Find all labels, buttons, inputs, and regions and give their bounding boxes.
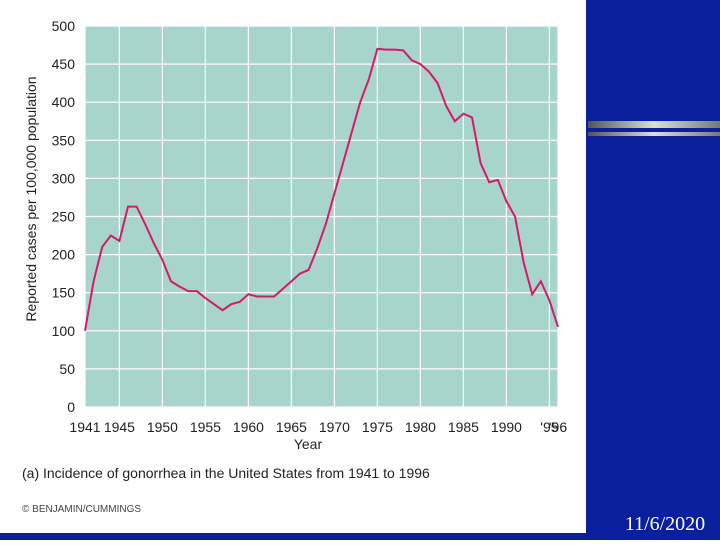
y-tick-label: 100 (52, 323, 76, 339)
y-tick-label: 450 (52, 56, 76, 72)
x-axis-label: Year (294, 436, 323, 452)
x-tick-label: 1945 (104, 419, 135, 435)
x-tick-label: 1955 (190, 419, 221, 435)
y-tick-label: 250 (52, 209, 76, 225)
credit: © BENJAMIN/CUMMINGS (22, 504, 141, 515)
y-axis-label: Reported cases per 100,000 population (23, 76, 39, 321)
y-tick-label: 150 (52, 285, 76, 301)
x-tick-label: 1965 (276, 419, 307, 435)
side-panel (586, 0, 720, 540)
y-tick-label: 500 (52, 18, 76, 34)
x-tick-label: '95 (540, 419, 558, 435)
y-tick-label: 200 (52, 247, 76, 263)
x-tick-label: 1941 (69, 419, 100, 435)
caption: (a) Incidence of gonorrhea in the United… (22, 465, 430, 481)
y-tick-label: 400 (52, 94, 76, 110)
y-tick-label: 0 (67, 399, 75, 415)
y-tick-label: 350 (52, 132, 76, 148)
x-tick-label: 1990 (491, 419, 522, 435)
x-tick-label: 1960 (233, 419, 264, 435)
y-tick-label: 300 (52, 170, 76, 186)
x-tick-label: 1985 (448, 419, 479, 435)
x-tick-label: 1970 (319, 419, 350, 435)
decor-bar (588, 132, 720, 136)
data-line (84, 47, 559, 331)
x-tick-label: '96 (549, 419, 567, 435)
decor-bar (588, 121, 720, 128)
x-tick-label: 1950 (147, 419, 178, 435)
x-tick-label: 1980 (405, 419, 436, 435)
bottom-strip (0, 533, 720, 540)
y-tick-label: 50 (59, 361, 75, 377)
x-tick-label: 1975 (362, 419, 393, 435)
date: 11/6/2020 (625, 513, 705, 535)
